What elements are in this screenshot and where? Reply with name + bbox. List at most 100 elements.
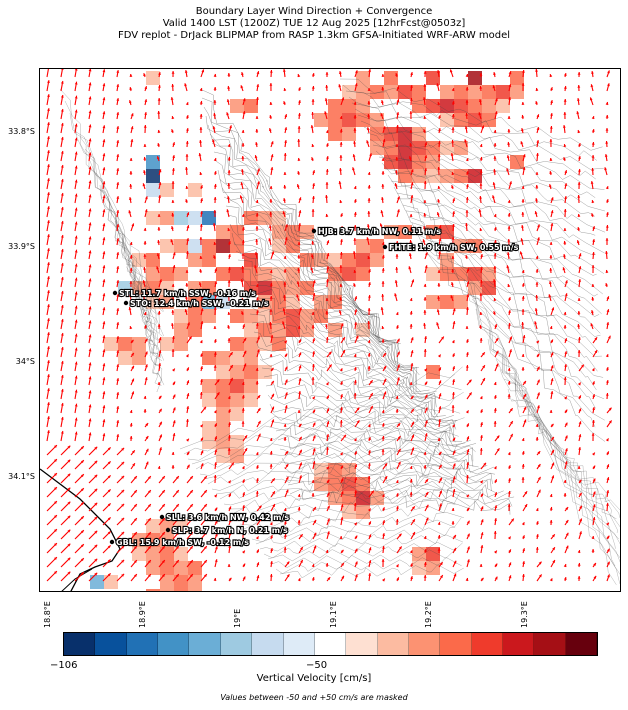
wind-arrow-head [478, 99, 482, 102]
wind-arrow-head [425, 407, 428, 411]
convergence-cell [188, 575, 202, 589]
wind-arrow-head [159, 447, 162, 451]
wind-arrow-head [116, 84, 120, 87]
site-label-hjb: HJB: 3.7 km/h NW, 0.11 m/s [318, 227, 441, 236]
wind-arrow-head [355, 561, 358, 565]
convergence-cell [174, 337, 188, 351]
site-dot-stl[interactable] [112, 290, 118, 296]
wind-arrow-head [107, 447, 111, 451]
wind-arrow-head [411, 421, 414, 425]
wind-arrow-head [353, 128, 357, 131]
wind-arrow-head [172, 368, 175, 372]
x-tick-4: 19.1°E [329, 601, 338, 628]
wind-arrow-head [186, 238, 190, 241]
wind-arrow-head [506, 265, 510, 269]
site-dot-sto[interactable] [123, 300, 129, 306]
contour-line [64, 100, 163, 312]
wind-arrow-head [94, 572, 98, 576]
site-dot-fhte[interactable] [382, 244, 388, 250]
wind-arrow-head [452, 463, 456, 467]
wind-arrow-head [383, 391, 387, 395]
wind-arrow-head [450, 153, 454, 156]
convergence-cell [454, 239, 468, 253]
wind-arrow-head [369, 153, 372, 157]
contour-line [241, 277, 439, 418]
wind-arrow-head [535, 424, 539, 427]
wind-arrow-head [241, 421, 245, 424]
wind-arrow-head [255, 381, 259, 384]
wind-arrow-head [145, 461, 149, 465]
site-dot-sll[interactable] [159, 514, 165, 520]
convergence-cell [244, 281, 258, 295]
wind-arrow-head [325, 214, 329, 217]
wind-arrow-head [326, 466, 329, 470]
wind-arrow-head [54, 529, 57, 532]
wind-arrow-head [298, 423, 302, 427]
wind-arrow-head [129, 268, 133, 271]
convergence-cell [202, 309, 216, 323]
map-panel[interactable]: HJB: 3.7 km/h NW, 0.11 m/s FHTE: 1.9 km/h… [39, 68, 621, 592]
convergence-cell [258, 309, 272, 323]
wind-arrow-head [184, 309, 188, 313]
wind-arrow-head [410, 169, 414, 173]
contour-line [414, 228, 605, 400]
convergence-cell [412, 155, 426, 169]
wind-arrow-head [67, 515, 71, 519]
convergence-cell [174, 211, 188, 225]
wind-arrow-head [271, 406, 275, 410]
wind-arrow-head [47, 374, 50, 377]
convergence-cell [90, 575, 104, 589]
wind-arrow-head [606, 535, 610, 539]
wind-arrow-head [116, 350, 120, 353]
colorbar-label: Vertical Velocity [cm/s] [256, 673, 372, 684]
convergence-cell [216, 365, 230, 379]
wind-arrow-head [157, 240, 161, 243]
wind-arrow-head [493, 130, 497, 133]
wind-arrow-head [215, 533, 218, 537]
contour-line [263, 534, 463, 559]
wind-arrow-head [368, 560, 372, 563]
wind-arrow-head [537, 405, 540, 409]
wind-arrow-head [425, 479, 429, 482]
wind-arrow-head [241, 531, 245, 534]
colorbar [63, 632, 598, 656]
wind-arrow-head [382, 533, 386, 536]
wind-arrow-head [577, 576, 581, 579]
wind-arrow-head [311, 325, 315, 328]
wind-arrow-head [228, 435, 231, 438]
wind-arrow-head [466, 520, 470, 524]
site-label-gbl: GBL: 15.9 km/h SW, -0.12 m/s [116, 538, 249, 547]
wind-arrow-head [172, 381, 176, 385]
wind-arrow-head [408, 266, 412, 270]
contour-line [114, 220, 163, 362]
wind-arrow-head [327, 518, 330, 522]
site-dot-hjb[interactable] [311, 228, 317, 234]
wind-arrow-head [325, 72, 329, 75]
wind-arrow-head [353, 212, 357, 215]
wind-arrow-head [134, 532, 137, 535]
wind-arrow-head [591, 549, 595, 552]
convergence-cell [440, 267, 454, 281]
wind-arrow-head [326, 266, 330, 269]
wind-arrow-head [577, 182, 581, 185]
wind-arrow-head [409, 311, 413, 314]
wind-arrow-head [591, 265, 595, 268]
convergence-cell [440, 141, 454, 155]
wind-arrow-head [283, 547, 287, 550]
convergence-cell [370, 127, 384, 141]
wind-arrow-head [226, 99, 230, 102]
wind-arrow-head [493, 240, 497, 243]
wind-arrow-head [171, 116, 175, 119]
wind-arrow-head [409, 466, 413, 469]
wind-arrow-head [269, 270, 273, 273]
wind-arrow-head [116, 70, 120, 73]
wind-arrow-head [172, 265, 176, 268]
site-dot-slp[interactable] [165, 527, 171, 533]
wind-arrow-head [282, 211, 286, 215]
wind-arrow-head [465, 578, 469, 581]
site-dot-gbl[interactable] [109, 539, 115, 545]
wind-arrow-head [340, 394, 343, 398]
wind-arrow-head [451, 256, 455, 259]
site-label-fhte: FHTE: 1.9 km/h SW, 0.55 m/s [389, 243, 519, 252]
wind-arrow-head [522, 548, 525, 552]
